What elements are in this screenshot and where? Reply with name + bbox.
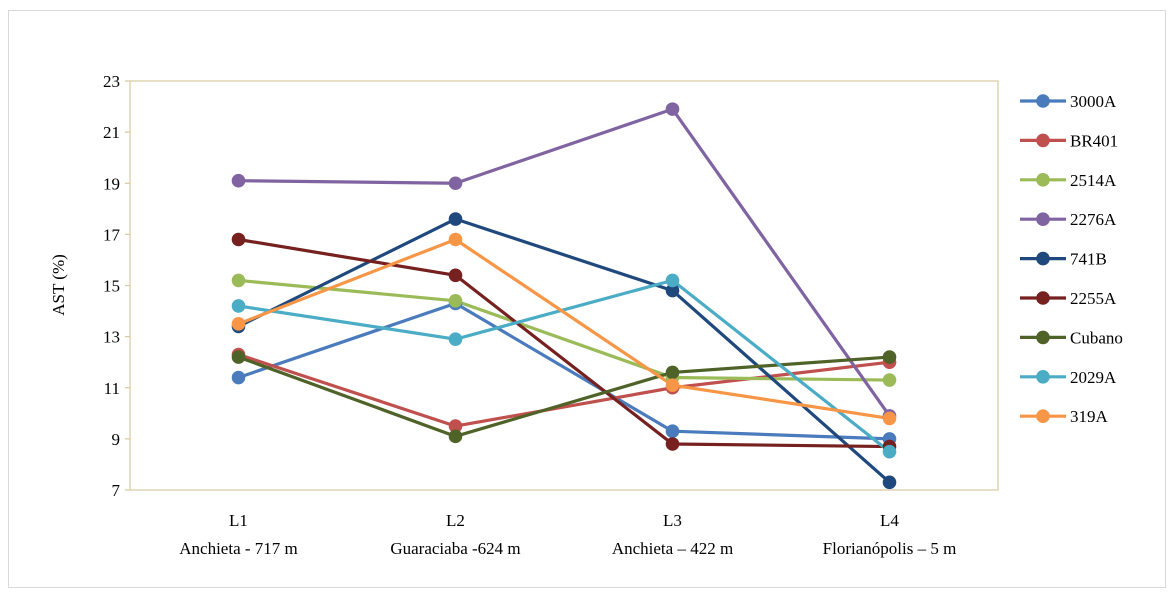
y-tick-label: 11 [104, 379, 120, 398]
legend-marker-3000A [1036, 94, 1050, 108]
legend-marker-2514A [1036, 173, 1050, 187]
data-point-2029A-2 [665, 273, 680, 288]
x-ticks: L1 Anchieta - 717 m L2 Guaraciaba -624 m L3 A… [179, 511, 956, 558]
data-point-BR401-1 [448, 419, 463, 433]
series-line-2029A [238, 278, 891, 453]
x-tick-sublabel: Anchieta - 717 m [179, 539, 298, 558]
data-point-3000A-0 [231, 370, 246, 385]
series-line-3000A [237, 301, 890, 441]
series-line-319A [237, 237, 890, 421]
legend-label-319A: 319A [1070, 407, 1109, 426]
series-line-2276A [238, 107, 891, 417]
data-point-Cubano-3 [882, 350, 897, 364]
legend-label-741B: 741B [1070, 250, 1107, 269]
series-line-2255A [238, 237, 890, 449]
data-point-741B-2 [665, 283, 680, 298]
data-point-319A-3 [882, 411, 897, 426]
legend-label-3000A: 3000A [1070, 92, 1117, 111]
legend-marker-2276A [1036, 212, 1050, 226]
series-line-BR401 [237, 352, 890, 428]
data-point-2029A-0 [231, 299, 246, 313]
data-point-2255A-0 [231, 232, 246, 247]
chart-frame [8, 10, 1166, 588]
y-tick-label: 15 [103, 277, 120, 296]
y-tick-label: 23 [103, 72, 120, 91]
legend-marker-319A [1036, 409, 1050, 424]
data-point-2029A-1 [448, 332, 463, 346]
data-point-319A-2 [665, 378, 680, 392]
data-point-2255A-2 [665, 437, 680, 451]
y-tick-label: 17 [103, 225, 121, 244]
x-tick-label: L2 [446, 511, 465, 530]
legend-label-2276A: 2276A [1070, 210, 1117, 229]
legend-label-BR401: BR401 [1070, 131, 1118, 150]
y-tick-label: 13 [103, 328, 120, 347]
y-tick-label: 19 [103, 174, 120, 193]
y-axis-label: AST (%) [49, 254, 68, 316]
data-point-319A-1 [448, 232, 463, 247]
data-point-2514A-1 [448, 294, 463, 308]
x-tick-sublabel: Guaraciaba -624 m [390, 539, 520, 558]
legend-marker-741B [1036, 251, 1050, 266]
legend-marker-Cubano [1036, 330, 1050, 345]
legend-marker-2029A [1036, 370, 1050, 384]
data-point-2276A-0 [231, 173, 246, 188]
series-line-2514A [238, 278, 890, 382]
legend-label-2514A: 2514A [1070, 171, 1117, 190]
data-point-2276A-1 [448, 176, 463, 191]
series-line-741B [237, 217, 891, 484]
data-point-319A-0 [231, 317, 246, 331]
data-point-741B-3 [882, 475, 897, 490]
legend: 3000A BR401 2514A 2276A 741B 2255A Cubano 2029A… [1020, 92, 1123, 426]
plot-area-border [129, 80, 999, 491]
data-point-741B-1 [448, 212, 463, 226]
data-point-2514A-3 [882, 373, 897, 387]
legend-marker-BR401 [1036, 133, 1050, 148]
data-point-2029A-3 [882, 444, 897, 459]
legend-label-2029A: 2029A [1070, 368, 1117, 387]
y-tick-label: 9 [112, 430, 121, 449]
legend-marker-2255A [1036, 291, 1050, 305]
data-point-2255A-1 [448, 268, 463, 283]
data-point-Cubano-1 [448, 429, 463, 444]
data-point-Cubano-0 [231, 350, 246, 364]
x-tick-label: L4 [880, 511, 899, 530]
y-tick-label: 7 [112, 481, 121, 500]
y-tick-label: 21 [103, 123, 120, 142]
data-point-2276A-2 [665, 102, 680, 116]
series-points [231, 102, 897, 490]
y-ticks: 7 9 11 13 15 17 19 21 23 [103, 72, 130, 500]
legend-label-Cubano: Cubano [1070, 328, 1123, 347]
data-point-2514A-0 [231, 273, 246, 288]
data-point-3000A-2 [665, 424, 680, 439]
x-tick-sublabel: Florianópolis – 5 m [823, 539, 957, 558]
legend-label-2255A: 2255A [1070, 289, 1117, 308]
x-tick-label: L1 [229, 511, 248, 530]
series-lines [237, 107, 891, 484]
data-point-Cubano-2 [665, 365, 680, 380]
x-tick-sublabel: Anchieta – 422 m [612, 539, 733, 558]
x-tick-label: L3 [663, 511, 682, 530]
